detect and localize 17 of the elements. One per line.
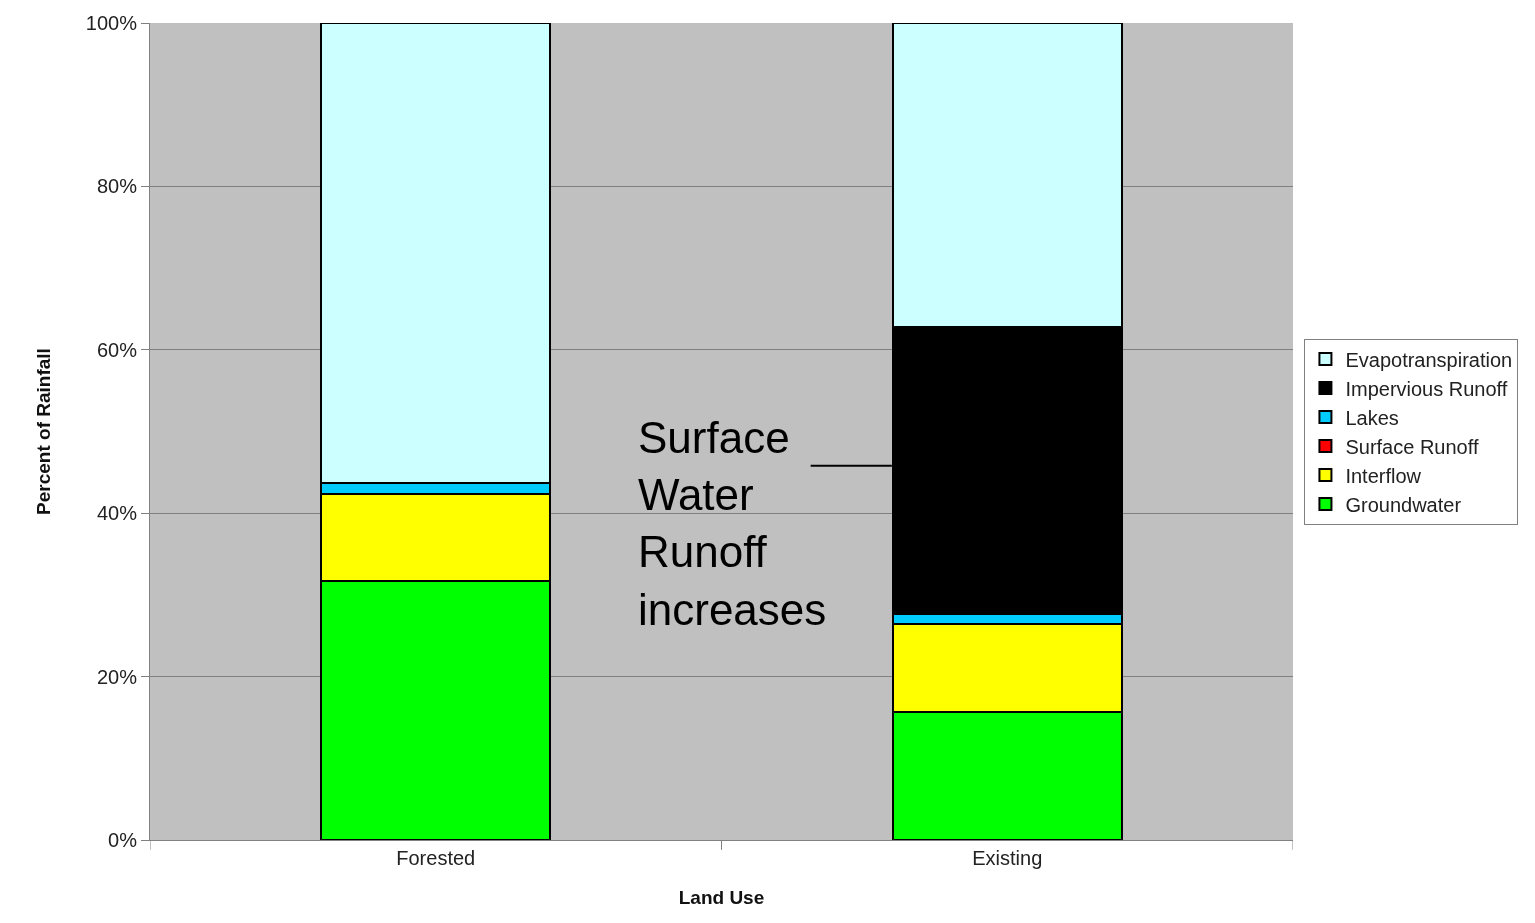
y-tick-label: 20%	[96, 665, 138, 688]
legend-label: Evapotranspiration	[1345, 348, 1513, 371]
x-tick-label: Existing	[972, 847, 1043, 869]
y-tick-label: 40%	[96, 502, 138, 525]
legend-label: Surface Runoff	[1345, 435, 1479, 458]
legend-label: Interflow	[1345, 464, 1422, 487]
legend-label: Lakes	[1345, 406, 1399, 429]
y-tick-label: 80%	[96, 175, 138, 198]
y-tick-label: 60%	[96, 338, 138, 361]
y-tick-label: 0%	[108, 829, 138, 851]
annotation: Surface Water Runoff increases	[638, 413, 827, 634]
y-tick-label: 100%	[85, 12, 138, 34]
y-axis-title: Percent of Rainfall	[32, 348, 54, 515]
legend-label: Groundwater	[1345, 493, 1462, 516]
legend-label: Impervious Runoff	[1345, 377, 1508, 400]
x-tick-label: Forested	[396, 847, 476, 869]
x-axis-title: Land Use	[678, 886, 765, 908]
